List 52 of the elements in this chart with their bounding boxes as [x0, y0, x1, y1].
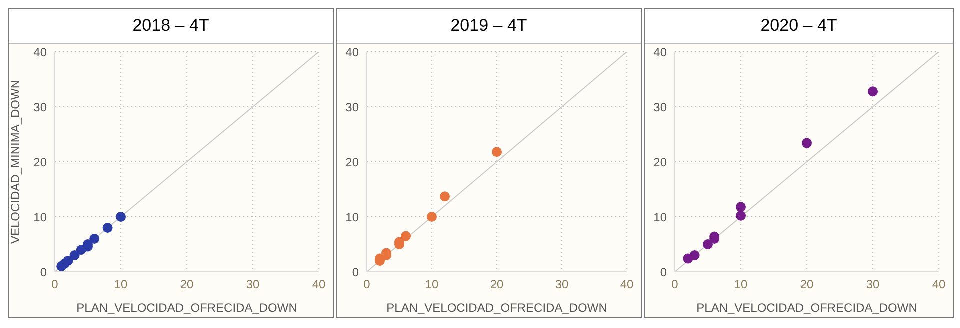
- point: [802, 138, 812, 148]
- y-tick-label: 10: [34, 210, 48, 224]
- y-tick-label: 40: [654, 45, 668, 60]
- point: [492, 147, 502, 158]
- x-tick-label: 20: [180, 278, 194, 292]
- point: [736, 210, 746, 221]
- y-tick-label: 20: [654, 155, 668, 170]
- x-axis-title: PLAN_VELOCIDAD_OFRECIDA_DOWN: [696, 301, 918, 315]
- point: [401, 231, 411, 242]
- point: [102, 223, 113, 233]
- x-tick-label: 40: [932, 278, 946, 292]
- x-tick-label: 0: [672, 278, 679, 292]
- y-tick-label: 0: [352, 265, 360, 280]
- chart-title: 2018 – 4T: [9, 9, 333, 44]
- point: [440, 192, 450, 202]
- point: [116, 212, 126, 222]
- x-axis-title: PLAN_VELOCIDAD_OFRECIDA_DOWN: [386, 301, 608, 315]
- x-tick-label: 30: [246, 278, 260, 292]
- y-axis-title: VELOCIDAD_MINIMA_DOWN: [8, 80, 22, 244]
- x-tick-label: 40: [312, 278, 326, 292]
- x-tick-label: 40: [620, 278, 634, 292]
- chart-title: 2020 – 4T: [645, 9, 953, 44]
- chart-title: 2019 – 4T: [337, 9, 641, 44]
- x-axis-title: PLAN_VELOCIDAD_OFRECIDA_DOWN: [76, 301, 298, 315]
- x-tick-label: 0: [52, 278, 59, 292]
- x-tick-label: 30: [866, 278, 880, 292]
- y-tick-label: 40: [34, 45, 48, 60]
- x-tick-label: 0: [364, 278, 371, 292]
- x-tick-label: 10: [734, 278, 748, 292]
- x-tick-label: 20: [800, 278, 814, 292]
- y-tick-label: 30: [346, 100, 360, 114]
- point: [70, 250, 80, 260]
- point: [736, 202, 746, 212]
- x-tick-label: 30: [555, 278, 569, 292]
- point: [427, 212, 437, 222]
- point: [90, 234, 100, 244]
- y-tick-label: 30: [34, 100, 48, 114]
- point: [690, 250, 700, 260]
- point: [868, 86, 878, 97]
- y-tick-label: 20: [34, 155, 48, 170]
- point: [703, 240, 713, 250]
- y-tick-label: 0: [660, 265, 668, 280]
- y-tick-label: 0: [40, 265, 48, 280]
- y-tick-label: 30: [654, 100, 668, 114]
- y-tick-label: 10: [654, 210, 668, 224]
- point: [63, 256, 74, 266]
- y-tick-label: 40: [346, 45, 360, 60]
- x-tick-label: 10: [114, 278, 128, 292]
- x-tick-label: 20: [490, 278, 504, 292]
- x-tick-label: 10: [425, 278, 439, 292]
- y-tick-label: 20: [346, 155, 360, 170]
- y-tick-label: 10: [346, 210, 360, 224]
